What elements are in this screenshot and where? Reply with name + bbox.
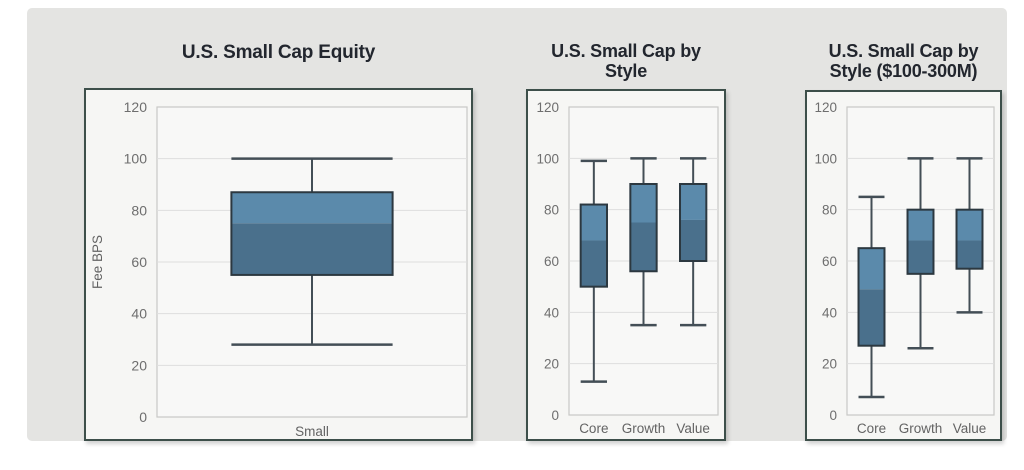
box-whisker-core [857,195,886,399]
x-axis-category-label: Growth [622,421,666,436]
title-line: U.S. Small Cap by [551,41,701,61]
title-line: Style [604,61,648,81]
title-line: Style ($100-300M) [829,61,978,81]
y-axis-tick-label: 80 [822,203,837,218]
y-axis-tick-label: 20 [131,357,147,373]
y-axis-tick-label: 20 [822,357,837,372]
x-axis-category-label: Growth [899,421,943,436]
y-axis-title: Fee BPS [90,235,105,289]
box-lower-quartile [680,219,707,261]
y-axis-tick-label: 80 [131,202,147,218]
chart-title-by-style: U.S. Small Cap by Style [526,41,726,81]
box-outline [679,183,708,262]
y-axis-tick-label: 100 [536,151,559,166]
box-whisker-small [230,157,394,346]
box-whisker-growth [629,157,658,327]
y-axis-tick-label: 40 [544,305,559,320]
title-line: U.S. Small Cap Equity [181,42,376,63]
box-whisker-growth [906,157,935,350]
x-axis-category-label: Small [295,424,329,439]
box-upper-quartile [580,204,607,241]
y-axis-tick-label: 120 [536,100,559,115]
box-lower-quartile [858,289,885,346]
y-axis-tick-label: 0 [829,408,837,423]
box-whisker-core [579,159,608,383]
box-outline [629,183,658,273]
box-upper-quartile [907,209,934,241]
y-axis-tick-label: 60 [822,254,837,269]
y-axis-tick-label: 60 [131,254,147,270]
chart-title-small-cap-equity: U.S. Small Cap Equity [84,42,473,64]
y-axis-tick-label: 120 [124,99,148,115]
y-axis-tick-label: 100 [814,151,837,166]
y-axis-tick-label: 40 [131,306,147,322]
title-line: U.S. Small Cap by [828,41,979,61]
box-lower-quartile [231,223,393,275]
box-lower-quartile [907,240,934,274]
x-axis-category-label: Value [676,421,710,436]
box-upper-quartile [680,184,707,220]
box-outline [579,203,608,288]
chart-panel-by-style: 0 20 40 60 80 100 120 Core Growth Value [526,89,726,441]
box-upper-quartile [231,192,393,224]
box-outline [906,208,935,275]
box-lower-quartile [630,222,657,272]
boxplot-chart-by-style: 0 20 40 60 80 100 120 Core Growth Value [536,100,719,436]
chart-panel-by-style-100-300m: 0 20 40 60 80 100 120 Core Growth Value [805,90,1002,441]
box-lower-quartile [580,240,607,287]
box-outline [857,247,886,347]
chart-panel-small-cap-equity: 0 20 40 60 80 100 120 Fee BPS Small [84,88,473,441]
x-axis-category-label: Core [579,421,608,436]
box-upper-quartile [858,248,885,290]
boxplot-chart-small-cap-equity: 0 20 40 60 80 100 120 Fee BPS Small [90,99,468,439]
box-whisker-value [679,157,708,327]
x-axis-category-label: Value [953,421,987,436]
box-upper-quartile [956,209,983,241]
box-lower-quartile [956,240,983,269]
y-axis-tick-label: 40 [822,305,837,320]
charts-canvas: U.S. Small Cap Equity 0 20 40 60 80 100 120 Fee… [27,8,1007,441]
box-upper-quartile [630,184,657,223]
y-axis-tick-label: 60 [544,254,559,269]
y-axis-tick-label: 20 [544,357,559,372]
y-axis-tick-label: 80 [544,203,559,218]
chart-title-by-style-100-300m: U.S. Small Cap by Style ($100-300M) [797,41,1010,81]
boxplot-chart-by-style-100-300m: 0 20 40 60 80 100 120 Core Growth Value [814,100,995,436]
box-whisker-value [955,157,984,314]
y-axis-tick-label: 120 [814,100,837,115]
y-axis-tick-label: 0 [139,409,147,425]
box-outline [230,191,394,276]
y-axis-tick-label: 100 [124,151,148,167]
y-axis-tick-label: 0 [551,408,559,423]
x-axis-category-label: Core [857,421,886,436]
box-outline [955,208,984,270]
